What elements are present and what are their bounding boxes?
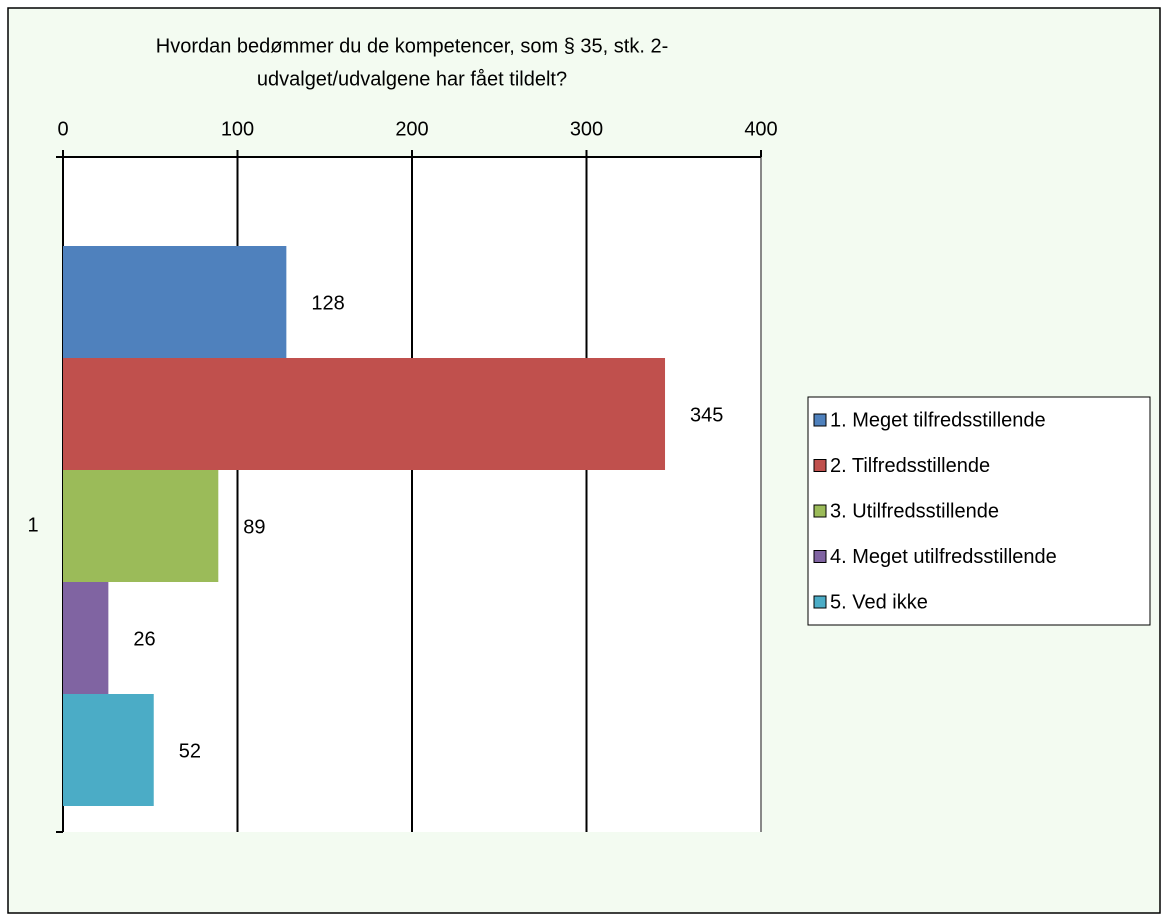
legend-swatch xyxy=(813,595,827,609)
data-label: 26 xyxy=(133,628,155,650)
x-tick-label: 100 xyxy=(221,118,254,140)
data-label: 345 xyxy=(690,404,723,426)
y-tick-label: 1 xyxy=(27,514,38,536)
x-tick-label: 300 xyxy=(570,118,603,140)
chart-title: Hvordan bedømmer du de kompetencer, som … xyxy=(156,35,668,57)
legend-label: 1. Meget tilfredsstillende xyxy=(830,409,1046,431)
legend-label: 2. Tilfredsstillende xyxy=(830,455,990,477)
legend-label: 4. Meget utilfredsstillende xyxy=(830,546,1057,568)
bar xyxy=(63,358,666,470)
legend-label: 5. Ved ikke xyxy=(830,591,928,613)
bar xyxy=(63,582,109,694)
x-tick-label: 200 xyxy=(395,118,428,140)
legend-swatch xyxy=(813,504,827,518)
x-tick-label: 400 xyxy=(744,118,777,140)
legend-box xyxy=(807,396,1151,626)
x-tick-label: 0 xyxy=(57,118,68,140)
data-label: 128 xyxy=(311,292,344,314)
bar xyxy=(63,694,154,806)
data-label: 89 xyxy=(243,516,265,538)
chart-title: udvalget/udvalgene har fået tildelt? xyxy=(257,68,567,90)
bar xyxy=(63,246,287,358)
data-label: 52 xyxy=(179,740,201,762)
bar xyxy=(63,470,219,582)
legend-label: 3. Utilfredsstillende xyxy=(830,500,999,522)
legend-swatch xyxy=(813,413,827,427)
legend-swatch xyxy=(813,459,827,472)
legend-swatch xyxy=(813,550,827,563)
